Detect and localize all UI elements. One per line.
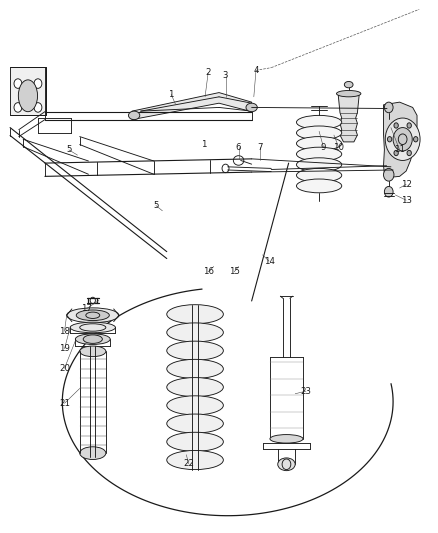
Ellipse shape	[270, 434, 303, 443]
Polygon shape	[10, 67, 46, 115]
Ellipse shape	[80, 346, 106, 357]
Circle shape	[384, 168, 394, 181]
Ellipse shape	[297, 179, 342, 193]
Circle shape	[385, 118, 420, 160]
Ellipse shape	[167, 450, 223, 470]
Text: 15: 15	[229, 268, 240, 276]
Polygon shape	[384, 102, 417, 177]
Ellipse shape	[167, 341, 223, 360]
Text: 20: 20	[59, 364, 70, 373]
Ellipse shape	[167, 359, 223, 378]
Ellipse shape	[167, 414, 223, 433]
Ellipse shape	[128, 111, 140, 119]
Ellipse shape	[167, 396, 223, 415]
Circle shape	[34, 79, 42, 88]
Text: 5: 5	[153, 201, 159, 210]
Ellipse shape	[83, 335, 102, 343]
Ellipse shape	[75, 334, 110, 344]
Ellipse shape	[297, 158, 342, 172]
Ellipse shape	[167, 377, 223, 397]
Ellipse shape	[297, 147, 342, 161]
Text: 14: 14	[264, 257, 275, 265]
Ellipse shape	[18, 80, 38, 112]
Text: 19: 19	[59, 344, 70, 353]
Ellipse shape	[167, 432, 223, 451]
Polygon shape	[338, 95, 359, 142]
Circle shape	[413, 136, 418, 142]
Text: 23: 23	[300, 386, 311, 395]
Text: 18: 18	[59, 327, 70, 336]
Text: 9: 9	[321, 143, 326, 152]
Text: 3: 3	[223, 71, 228, 80]
Text: 10: 10	[333, 143, 344, 152]
Text: 16: 16	[203, 268, 214, 276]
Ellipse shape	[246, 103, 257, 112]
Text: 6: 6	[236, 143, 241, 152]
Ellipse shape	[67, 308, 119, 322]
Ellipse shape	[167, 305, 223, 324]
Circle shape	[34, 103, 42, 112]
Ellipse shape	[297, 115, 342, 129]
Ellipse shape	[70, 322, 116, 333]
Ellipse shape	[76, 310, 110, 320]
Circle shape	[388, 136, 392, 142]
Circle shape	[393, 127, 412, 151]
Ellipse shape	[336, 91, 361, 97]
Circle shape	[394, 123, 398, 128]
Ellipse shape	[297, 126, 342, 140]
Ellipse shape	[80, 447, 106, 459]
Text: 7: 7	[258, 143, 263, 152]
Text: 22: 22	[183, 459, 194, 469]
Text: 11: 11	[394, 146, 405, 155]
Circle shape	[394, 150, 398, 156]
Circle shape	[385, 187, 393, 197]
Text: 1: 1	[201, 140, 207, 149]
Ellipse shape	[167, 323, 223, 342]
Text: 13: 13	[401, 196, 412, 205]
Ellipse shape	[278, 458, 295, 471]
Text: 21: 21	[59, 399, 70, 408]
Ellipse shape	[344, 82, 353, 88]
Text: 5: 5	[66, 146, 71, 155]
Text: 2: 2	[205, 68, 211, 77]
Circle shape	[385, 102, 393, 113]
Text: 17: 17	[81, 304, 92, 313]
Circle shape	[407, 150, 411, 156]
Polygon shape	[132, 93, 252, 119]
Circle shape	[14, 103, 22, 112]
Circle shape	[14, 79, 22, 88]
Text: 4: 4	[253, 66, 259, 75]
Circle shape	[407, 123, 411, 128]
Ellipse shape	[297, 168, 342, 182]
Text: 12: 12	[401, 180, 412, 189]
Text: 1: 1	[168, 90, 174, 99]
Ellipse shape	[297, 136, 342, 150]
